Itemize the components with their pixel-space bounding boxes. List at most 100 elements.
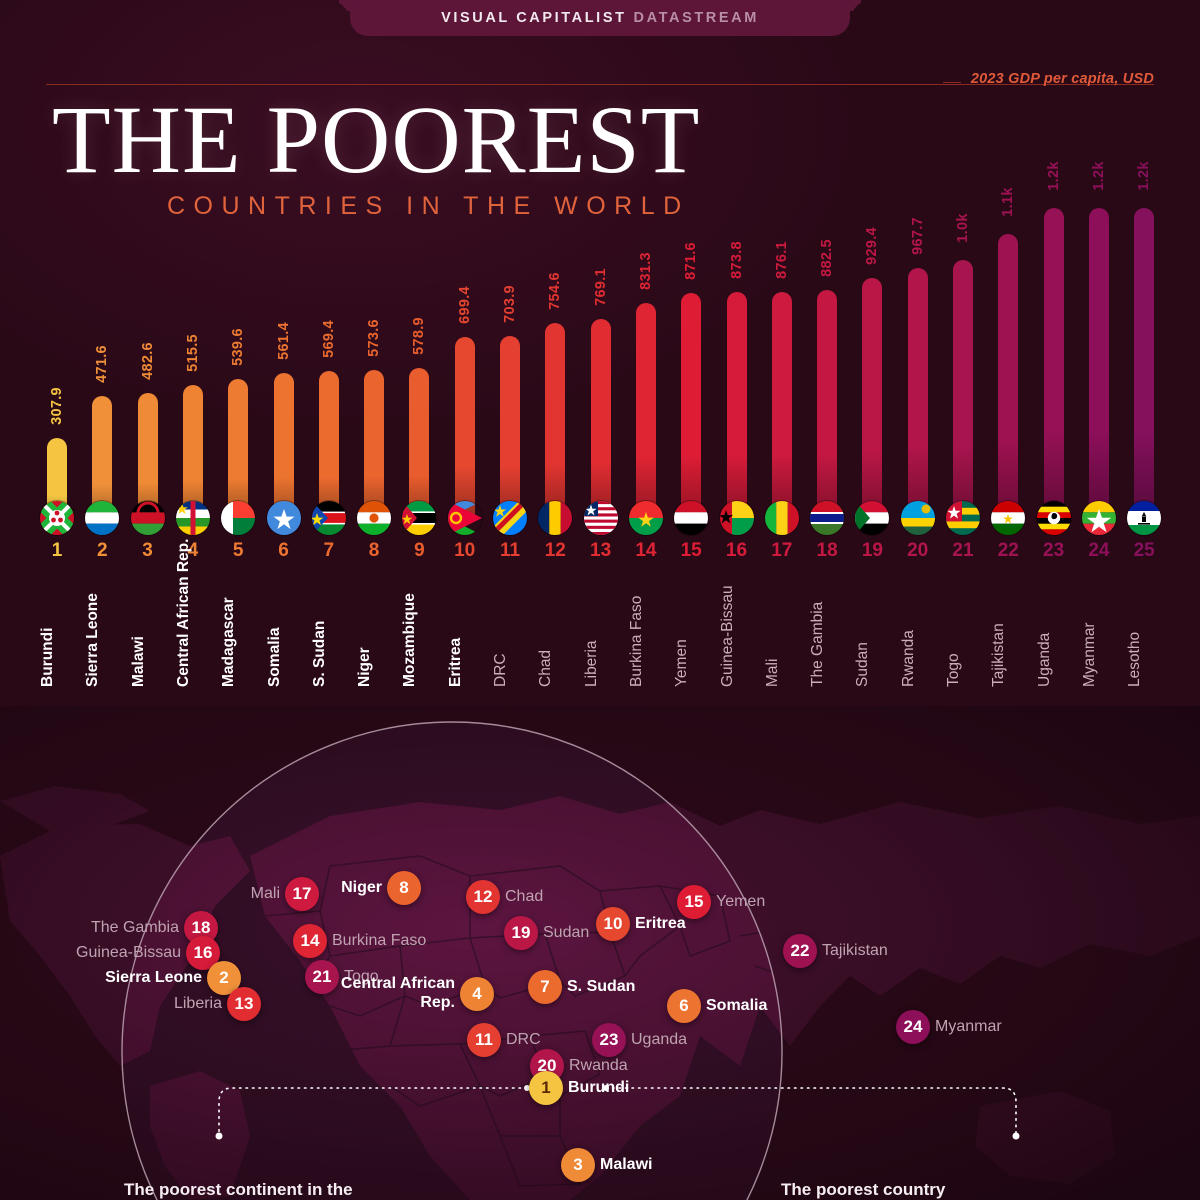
map-panel: 17 Mali 8 Niger 12 Chad 15 Yemen 18 The Gambia 19 S… bbox=[0, 706, 1200, 1200]
bar-column[interactable]: 882.5 18 The Gambia bbox=[805, 0, 849, 706]
bar-column[interactable]: 929.4 19 Sudan bbox=[850, 0, 894, 706]
bar-column[interactable]: 831.3 14 Burkina Faso bbox=[624, 0, 668, 706]
map-marker-label: Central African Rep. bbox=[340, 975, 455, 1011]
bar[interactable] bbox=[953, 259, 973, 518]
map-marker[interactable]: 19 bbox=[504, 916, 538, 950]
bar-value-label: 1.2k bbox=[1090, 161, 1107, 191]
bar[interactable] bbox=[1088, 208, 1109, 518]
rank-number: 19 bbox=[861, 540, 883, 561]
bar[interactable] bbox=[137, 393, 158, 518]
bar[interactable] bbox=[590, 319, 611, 518]
map-marker[interactable]: 15 bbox=[677, 885, 711, 919]
rank-number: 13 bbox=[590, 540, 612, 561]
bar[interactable] bbox=[409, 368, 430, 518]
map-marker[interactable]: 22 bbox=[783, 934, 817, 968]
bar[interactable] bbox=[862, 277, 883, 518]
bar-column[interactable]: 569.4 7 S. Sudan bbox=[307, 0, 351, 706]
flag-icon bbox=[357, 501, 392, 535]
map-marker[interactable]: 21 bbox=[305, 960, 339, 994]
map-marker[interactable]: 8 bbox=[387, 871, 421, 905]
bar[interactable] bbox=[681, 292, 702, 518]
bar[interactable] bbox=[318, 370, 339, 518]
bar-column[interactable]: 699.4 10 Eritrea bbox=[443, 0, 487, 706]
map-marker[interactable]: 18 bbox=[184, 911, 218, 945]
bar[interactable] bbox=[47, 438, 67, 518]
map-marker[interactable]: 12 bbox=[466, 880, 500, 914]
bar[interactable] bbox=[817, 290, 838, 518]
bar[interactable] bbox=[907, 268, 928, 518]
bar-column[interactable]: 754.6 12 Chad bbox=[533, 0, 577, 706]
country-label: Uganda bbox=[1035, 632, 1053, 687]
map-marker[interactable]: 6 bbox=[667, 989, 701, 1023]
flag-icon bbox=[1127, 501, 1162, 535]
bar[interactable] bbox=[500, 336, 520, 518]
map-marker[interactable]: 23 bbox=[592, 1023, 626, 1057]
title-divider bbox=[46, 84, 1154, 85]
rank-number: 15 bbox=[680, 540, 702, 561]
map-marker[interactable]: 7 bbox=[528, 970, 562, 1004]
bar-column[interactable]: 471.6 2 Sierra Leone bbox=[80, 0, 124, 706]
bar-column[interactable]: 578.9 9 Mozambique bbox=[397, 0, 441, 706]
rank-number: 3 bbox=[142, 540, 153, 561]
bar-value-label: 471.6 bbox=[94, 345, 111, 384]
bar-column[interactable]: 539.6 5 Madagascar bbox=[216, 0, 260, 706]
map-marker[interactable]: 14 bbox=[293, 924, 327, 958]
bar-column[interactable]: 573.6 8 Niger bbox=[352, 0, 396, 706]
bar-column[interactable]: 703.9 11 DRC bbox=[488, 0, 532, 706]
country-label: Sudan bbox=[854, 642, 872, 687]
flag-icon bbox=[40, 501, 74, 535]
bar-column[interactable]: 876.1 17 Mali bbox=[760, 0, 804, 706]
bar-column[interactable]: 1.1k 22 Tajikistan bbox=[986, 0, 1030, 706]
country-label: Burkina Faso bbox=[627, 595, 645, 687]
map-marker[interactable]: 1 bbox=[529, 1071, 563, 1105]
map-marker[interactable]: 11 bbox=[467, 1023, 501, 1057]
bar-column[interactable]: 871.6 15 Yemen bbox=[669, 0, 713, 706]
bar[interactable] bbox=[228, 378, 249, 518]
bar-column[interactable]: 769.1 13 Liberia bbox=[579, 0, 623, 706]
bar[interactable] bbox=[182, 384, 203, 518]
bar-column[interactable]: 515.5 4 Central African Rep. bbox=[171, 0, 215, 706]
bar[interactable] bbox=[92, 396, 113, 518]
bar-column[interactable]: 307.9 1 Burundi bbox=[35, 0, 79, 706]
bar-column[interactable]: 1.2k 24 Myanmar bbox=[1077, 0, 1121, 706]
country-label: Tajikistan bbox=[990, 623, 1008, 687]
bar-value-label: 703.9 bbox=[502, 285, 518, 324]
bar-value-label: 699.4 bbox=[456, 286, 473, 325]
map-marker[interactable]: 13 bbox=[227, 987, 261, 1021]
bar[interactable] bbox=[635, 303, 656, 518]
bar-column[interactable]: 1.2k 23 Uganda bbox=[1032, 0, 1076, 706]
flag-icon bbox=[85, 501, 120, 535]
rank-number: 1 bbox=[51, 540, 63, 561]
flag-icon bbox=[493, 501, 527, 535]
bar[interactable] bbox=[364, 369, 385, 518]
bar-column[interactable]: 1.2k 25 Lesotho bbox=[1122, 0, 1166, 706]
country-label: Chad bbox=[537, 649, 555, 687]
flag-icon bbox=[719, 501, 754, 535]
bar-value-label: 876.1 bbox=[773, 240, 790, 279]
bar-column[interactable]: 1.0k 21 Togo bbox=[941, 0, 985, 706]
bar-value-label: 873.8 bbox=[728, 241, 745, 280]
bar-column[interactable]: 482.6 3 Malawi bbox=[126, 0, 170, 706]
flag-icon bbox=[447, 501, 482, 535]
bar-value-label: 515.5 bbox=[184, 333, 201, 372]
bar-column[interactable]: 967.7 20 Rwanda bbox=[896, 0, 940, 706]
bar[interactable] bbox=[1134, 208, 1155, 518]
map-marker[interactable]: 4 bbox=[460, 977, 494, 1011]
map-marker[interactable]: 24 bbox=[896, 1010, 930, 1044]
map-marker[interactable]: 3 bbox=[561, 1148, 595, 1182]
bar[interactable] bbox=[726, 292, 747, 518]
bar[interactable] bbox=[273, 372, 294, 518]
map-marker-label: Myanmar bbox=[935, 1018, 1002, 1035]
bar[interactable] bbox=[998, 233, 1019, 518]
map-marker[interactable]: 17 bbox=[285, 877, 319, 911]
bar-column[interactable]: 873.8 16 Guinea-Bissau bbox=[715, 0, 759, 706]
country-label: Sierra Leone bbox=[84, 593, 102, 687]
bar[interactable] bbox=[771, 291, 792, 518]
bar[interactable] bbox=[545, 323, 566, 518]
bar-column[interactable]: 561.4 6 Somalia bbox=[262, 0, 306, 706]
country-label: Mali bbox=[763, 658, 781, 687]
bar[interactable] bbox=[454, 337, 475, 518]
map-marker-label: Guinea-Bissau bbox=[76, 944, 181, 961]
bar[interactable] bbox=[1043, 208, 1064, 518]
map-marker[interactable]: 10 bbox=[596, 907, 630, 941]
